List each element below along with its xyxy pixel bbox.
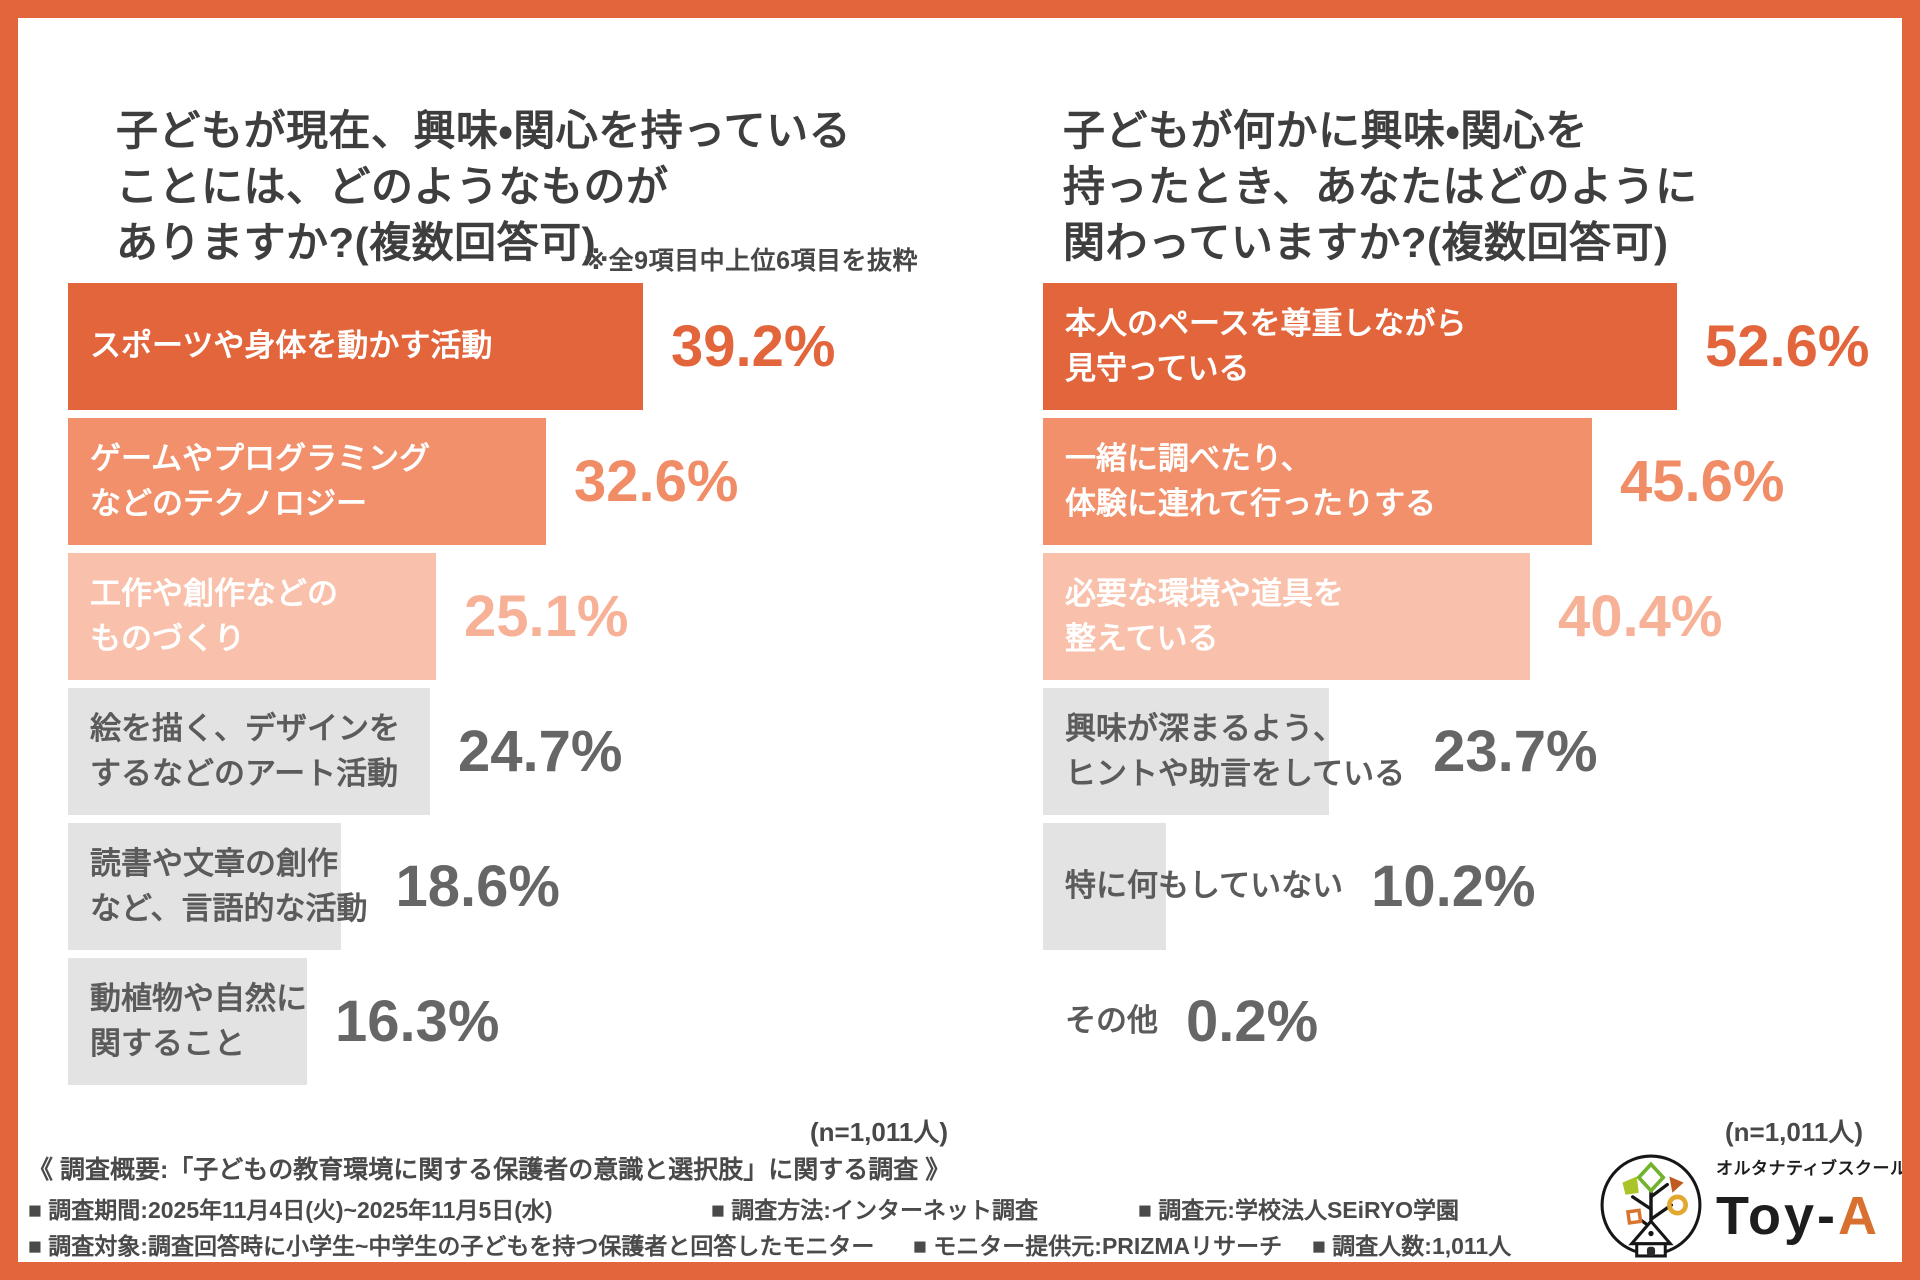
bar-value: 0.2% <box>1186 989 1319 1054</box>
right-bar-chart: 本人のペースを尊重しながら 見守っている 52.6% 一緒に調べたり、 体験に連… <box>1043 283 1869 1093</box>
bar-value: 16.3% <box>335 989 500 1054</box>
right-chart-title: 子どもが何かに興味・関心を 持ったとき、あなたはどのように 関わっていますか?(… <box>1063 106 1698 266</box>
bar-label: 工作や創作などの ものづくり <box>90 576 338 656</box>
survey-count: ■ 調査人数:1,011人 <box>1312 1233 1512 1259</box>
left-chart-title: 子どもが現在、興味・関心を持っている ことには、どのようなものが ありますか?(… <box>116 106 852 266</box>
survey-method: ■ 調査方法:インターネット調査 <box>711 1197 1038 1223</box>
bar-label: 興味が深まるよう、 ヒントや助言をしている <box>1065 711 1406 791</box>
bar <box>1043 418 1592 545</box>
bar <box>68 553 436 680</box>
bar <box>68 418 546 545</box>
bar-row: ゲームやプログラミング などのテクノロジー 32.6% <box>68 418 835 545</box>
bar-label: ゲームやプログラミング などのテクノロジー <box>90 441 431 521</box>
bar-value: 39.2% <box>671 314 836 379</box>
survey-summary-line: 《 調査概要:「子どもの教育環境に関する保護者の意識と選択肢」に関する調査 》 <box>28 1156 951 1184</box>
survey-source: ■ 調査元:学校法人SEiRYO学園 <box>1138 1197 1460 1223</box>
bar-row: 特に何もしていない 10.2% <box>1043 823 1869 950</box>
bar-row: その他 0.2% <box>1043 958 1869 1085</box>
bar <box>68 283 643 410</box>
monitor-provider: ■ モニター提供元:PRIZMAリサーチ <box>913 1233 1283 1259</box>
bar-label: 読書や文章の創作 など、言語的な活動 <box>90 846 368 926</box>
bar <box>1043 283 1677 410</box>
bar-row: 動植物や自然に 関すること 16.3% <box>68 958 835 1085</box>
bar-value: 18.6% <box>395 854 560 919</box>
bar-value: 25.1% <box>464 584 629 649</box>
bar-row: 絵を描く、デザインを するなどのアート活動 24.7% <box>68 688 835 815</box>
bar <box>1043 688 1329 815</box>
bar-label: その他 <box>1065 1003 1158 1039</box>
bar-row: 本人のペースを尊重しながら 見守っている 52.6% <box>1043 283 1869 410</box>
logo-brand-prefix: Toy- <box>1716 1186 1838 1246</box>
left-sample-size: (n=1,011人) <box>809 1117 948 1147</box>
right-sample-size: (n=1,011人) <box>1724 1117 1863 1147</box>
bar-value: 40.4% <box>1558 584 1723 649</box>
tree-house-icon <box>1600 1154 1702 1258</box>
bar-label: 動植物や自然に 関すること <box>90 981 307 1061</box>
toy-a-logo: オルタナティブスクール Toy-A <box>1598 1146 1907 1258</box>
bar-label: スポーツや身体を動かす活動 <box>90 328 493 364</box>
logo-tagline: オルタナティブスクール <box>1716 1159 1908 1178</box>
bar-row: 一緒に調べたり、 体験に連れて行ったりする 45.6% <box>1043 418 1869 545</box>
bar-label: 本人のペースを尊重しながら 見守っている <box>1065 306 1467 386</box>
bar-row: 読書や文章の創作 など、言語的な活動 18.6% <box>68 823 835 950</box>
bar-row: 工作や創作などの ものづくり 25.1% <box>68 553 835 680</box>
bar-label: 必要な環境や道具を 整えている <box>1065 576 1344 656</box>
logo-brand-name: Toy-A <box>1716 1185 1907 1247</box>
bar-value: 10.2% <box>1371 854 1536 919</box>
excerpt-note: ※全9項目中上位6項目を抜粋 <box>583 247 918 275</box>
bar-value: 24.7% <box>458 719 623 784</box>
bar-value: 45.6% <box>1620 449 1785 514</box>
bar-label: 一緒に調べたり、 体験に連れて行ったりする <box>1065 441 1437 521</box>
bar-row: 興味が深まるよう、 ヒントや助言をしている 23.7% <box>1043 688 1869 815</box>
bar-value: 52.6% <box>1705 314 1870 379</box>
logo-brand-accent-letter: A <box>1837 1186 1880 1246</box>
bar-value: 23.7% <box>1433 719 1598 784</box>
logo-text-block: オルタナティブスクール Toy-A <box>1716 1146 1907 1258</box>
left-bar-chart: スポーツや身体を動かす活動 39.2% ゲームやプログラミング などのテクノロジ… <box>68 283 835 1093</box>
bar <box>1043 553 1530 680</box>
bar-row: スポーツや身体を動かす活動 39.2% <box>68 283 835 410</box>
survey-period: ■ 調査期間:2025年11月4日(火)~2025年11月5日(水) <box>28 1197 553 1223</box>
bar <box>68 823 341 950</box>
bar-value: 32.6% <box>574 449 739 514</box>
bar <box>1043 823 1166 950</box>
bar <box>68 958 307 1085</box>
bar-row: 必要な環境や道具を 整えている 40.4% <box>1043 553 1869 680</box>
bar <box>68 688 430 815</box>
bar-label: 絵を描く、デザインを するなどのアート活動 <box>90 711 400 791</box>
survey-target: ■ 調査対象:調査回答時に小学生~中学生の子どもを持つ保護者と回答したモニター <box>28 1233 875 1259</box>
bar-label: 特に何もしていない <box>1065 868 1344 904</box>
